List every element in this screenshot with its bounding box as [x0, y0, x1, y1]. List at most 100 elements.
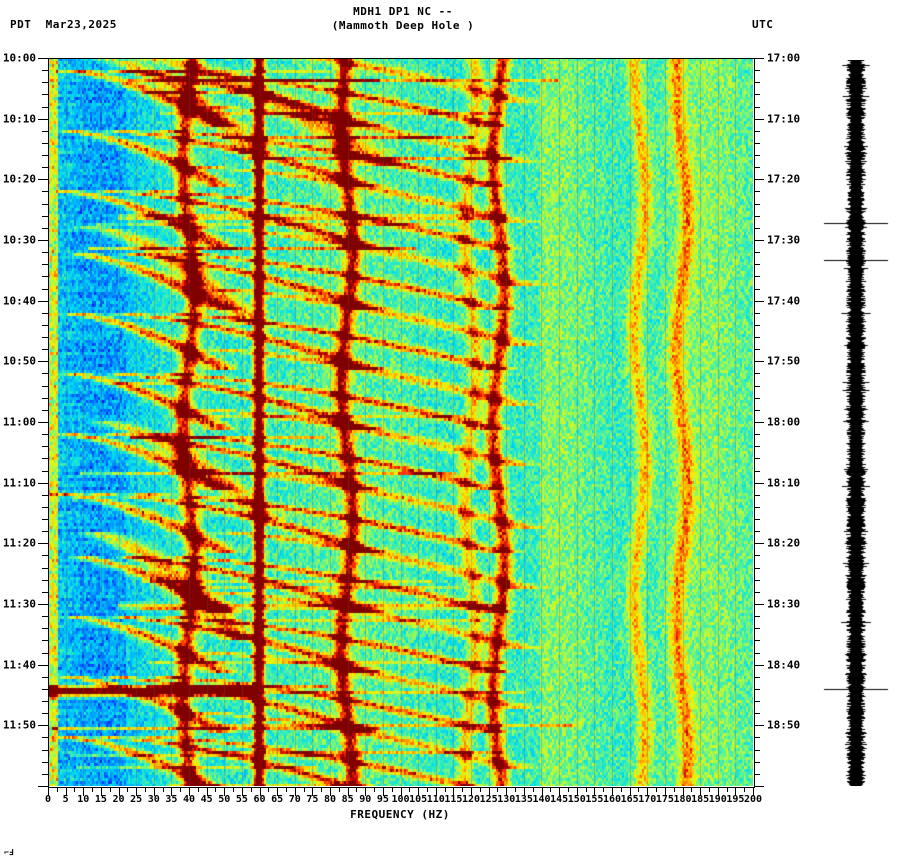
- time-tick-right: [754, 143, 760, 144]
- time-tick-right: [754, 107, 760, 108]
- frequency-tick-label: 70: [288, 794, 301, 805]
- frequency-tick: [612, 787, 613, 796]
- time-tick-left: [38, 786, 48, 787]
- time-label-pdt: 11:30: [2, 597, 36, 611]
- frequency-tick-label: 165: [620, 794, 639, 805]
- time-label-utc: 17:00: [767, 51, 801, 65]
- time-label-utc: 17:10: [767, 112, 801, 126]
- frequency-tick: [154, 787, 155, 796]
- frequency-tick-label: 105: [409, 794, 428, 805]
- frequency-tick-label: 180: [673, 794, 692, 805]
- time-tick-right: [754, 531, 760, 532]
- time-tick-left: [38, 604, 48, 605]
- frequency-tick-label: 95: [376, 794, 389, 805]
- time-tick-right: [754, 434, 760, 435]
- frequency-tick: [506, 787, 507, 796]
- frequency-tick: [621, 787, 622, 792]
- frequency-tick: [462, 787, 463, 792]
- time-tick-right: [754, 70, 760, 71]
- time-tick-right: [754, 289, 760, 290]
- time-label-utc: 17:20: [767, 172, 801, 186]
- frequency-tick-label: 80: [323, 794, 337, 805]
- frequency-tick-label: 170: [638, 794, 657, 805]
- frequency-tick: [348, 787, 349, 796]
- time-label-utc: 18:30: [767, 597, 801, 611]
- frequency-tick: [268, 787, 269, 792]
- frequency-tick: [603, 787, 604, 792]
- time-tick-left: [38, 665, 48, 666]
- time-label-pdt: 10:40: [2, 294, 36, 308]
- frequency-tick: [356, 787, 357, 792]
- time-tick-left: [38, 119, 48, 120]
- frequency-tick-label: 190: [708, 794, 727, 805]
- frequency-tick: [383, 787, 384, 796]
- time-tick-left: [38, 58, 48, 59]
- frequency-tick: [497, 787, 498, 792]
- time-tick-right: [754, 568, 760, 569]
- time-tick-right: [754, 94, 760, 95]
- time-tick-right: [754, 301, 764, 302]
- frequency-tick: [489, 787, 490, 796]
- frequency-tick-label: 0: [44, 794, 52, 805]
- frequency-tick-label: 15: [94, 794, 107, 805]
- frequency-tick: [718, 787, 719, 796]
- time-label-utc: 18:10: [767, 476, 801, 490]
- frequency-tick-label: 25: [130, 794, 143, 805]
- time-tick-right: [754, 786, 764, 787]
- frequency-tick: [577, 787, 578, 796]
- frequency-tick: [119, 787, 120, 796]
- frequency-tick: [136, 787, 137, 796]
- frequency-tick-label: 145: [550, 794, 569, 805]
- corner-artifact: ⌐Ⅎ: [4, 848, 14, 857]
- header-timezone-right: UTC: [752, 18, 774, 31]
- time-label-pdt: 11:50: [2, 718, 36, 732]
- time-label-pdt: 10:50: [2, 354, 36, 368]
- header-local-timezone-date: PDT Mar23,2025: [10, 18, 117, 31]
- time-tick-right: [754, 119, 764, 120]
- time-tick-right: [754, 665, 764, 666]
- time-label-utc: 18:20: [767, 536, 801, 550]
- time-tick-right: [754, 58, 764, 59]
- frequency-tick: [594, 787, 595, 796]
- frequency-tick: [409, 787, 410, 792]
- frequency-tick-label: 200: [743, 794, 763, 805]
- frequency-tick: [251, 787, 252, 792]
- time-tick-right: [754, 204, 760, 205]
- frequency-tick: [542, 787, 543, 796]
- time-tick-right: [754, 398, 760, 399]
- frequency-tick: [568, 787, 569, 792]
- frequency-tick: [233, 787, 234, 792]
- frequency-tick-label: 175: [655, 794, 674, 805]
- time-label-pdt: 10:30: [2, 233, 36, 247]
- spectrogram-canvas[interactable]: [48, 58, 753, 786]
- time-tick-left: [38, 301, 48, 302]
- frequency-tick: [638, 787, 639, 792]
- spectrogram-plot[interactable]: [48, 58, 753, 786]
- time-tick-right: [754, 725, 764, 726]
- time-label-utc: 17:50: [767, 354, 801, 368]
- helicorder-trace: [820, 60, 892, 786]
- time-tick-right: [754, 495, 760, 496]
- time-tick-right: [754, 167, 760, 168]
- frequency-tick: [312, 787, 313, 796]
- frequency-tick-label: 35: [165, 794, 178, 805]
- time-tick-left: [38, 240, 48, 241]
- time-tick-right: [754, 276, 760, 277]
- frequency-tick: [744, 787, 745, 792]
- frequency-tick-label: 100: [391, 794, 410, 805]
- time-tick-right: [754, 774, 760, 775]
- time-tick-right: [754, 750, 760, 751]
- time-tick-right: [754, 191, 760, 192]
- time-tick-right: [754, 507, 760, 508]
- frequency-tick-label: 115: [444, 794, 463, 805]
- frequency-tick-label: 40: [182, 794, 196, 805]
- frequency-tick: [145, 787, 146, 792]
- frequency-tick-label: 5: [62, 794, 69, 805]
- frequency-tick-label: 140: [532, 794, 551, 805]
- station-name: (Mammoth Deep Hole ): [331, 19, 475, 32]
- time-tick-right: [754, 264, 760, 265]
- time-tick-right: [754, 179, 764, 180]
- time-tick-right: [754, 349, 760, 350]
- frequency-tick: [401, 787, 402, 796]
- frequency-tick: [365, 787, 366, 796]
